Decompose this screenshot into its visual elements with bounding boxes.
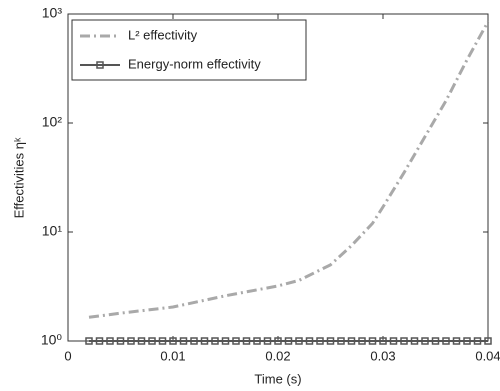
marker: [368, 337, 377, 345]
marker: [221, 337, 230, 345]
marker: [305, 337, 314, 345]
marker: [316, 337, 324, 345]
x-tick-label: 0: [64, 348, 71, 363]
y-tick-label: 10³: [42, 5, 63, 21]
marker: [442, 337, 450, 345]
marker: [106, 337, 114, 345]
marker: [169, 337, 177, 345]
marker: [284, 337, 293, 345]
marker: [232, 337, 240, 345]
marker: [242, 337, 251, 345]
marker: [137, 337, 146, 345]
legend-box: [71, 19, 307, 81]
marker: [473, 337, 482, 345]
x-tick-label: 0.01: [160, 348, 185, 363]
marker: [347, 337, 356, 345]
marker: [326, 337, 335, 345]
marker: [179, 337, 188, 345]
x-axis-label: Time (s): [254, 371, 301, 386]
marker: [148, 337, 156, 345]
y-tick-label: 10¹: [42, 223, 63, 239]
marker: [337, 337, 345, 345]
y-tick-label: 10²: [42, 114, 63, 130]
marker: [274, 337, 282, 345]
marker: [400, 337, 408, 345]
marker: [158, 337, 167, 345]
legend-label: L² effectivity: [128, 27, 198, 42]
y-axis-label: Effectivities ηᵏ: [11, 137, 26, 218]
legend-label: Energy-norm effectivity: [128, 56, 261, 71]
marker: [431, 337, 440, 345]
marker: [127, 337, 135, 345]
marker: [389, 337, 398, 345]
x-tick-label: 0.02: [265, 348, 290, 363]
marker: [85, 337, 93, 345]
marker: [410, 337, 419, 345]
x-tick-label: 0.03: [370, 348, 395, 363]
x-tick-label: 0.04: [475, 348, 500, 363]
series-line: [88, 20, 490, 319]
marker: [484, 337, 492, 345]
marker: [200, 337, 209, 345]
marker: [211, 337, 219, 345]
marker: [295, 337, 303, 345]
marker: [190, 337, 198, 345]
marker: [263, 337, 272, 345]
marker: [452, 337, 461, 345]
marker: [358, 337, 366, 345]
y-tick-label: 10⁰: [41, 332, 63, 348]
marker: [95, 337, 104, 345]
marker: [463, 337, 471, 345]
marker: [421, 337, 429, 345]
marker: [116, 337, 125, 345]
legend-marker: [96, 61, 104, 69]
marker: [253, 337, 261, 345]
marker: [379, 337, 387, 345]
